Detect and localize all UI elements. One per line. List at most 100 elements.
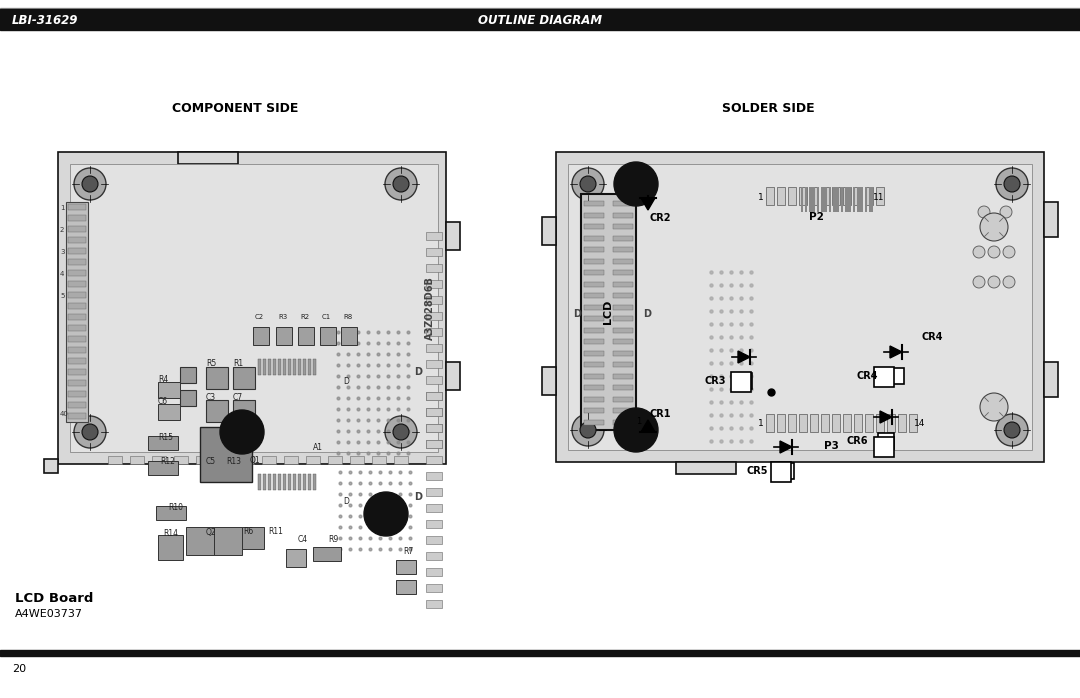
Bar xyxy=(799,187,807,205)
Text: CR2: CR2 xyxy=(650,213,672,223)
Bar xyxy=(283,474,286,490)
Text: R7: R7 xyxy=(403,547,414,556)
Text: SOLDER SIDE: SOLDER SIDE xyxy=(721,101,814,114)
Bar xyxy=(262,456,276,464)
Bar xyxy=(68,237,86,243)
Bar xyxy=(854,414,862,432)
Text: C1: C1 xyxy=(322,314,332,320)
Bar xyxy=(178,152,238,164)
Bar xyxy=(584,316,604,321)
Bar xyxy=(242,527,264,549)
Bar xyxy=(584,258,604,264)
Bar xyxy=(613,362,633,367)
Bar xyxy=(584,396,604,401)
Polygon shape xyxy=(880,411,892,423)
Text: D: D xyxy=(343,498,349,507)
Bar xyxy=(426,280,442,288)
Bar xyxy=(426,456,442,464)
Bar xyxy=(837,187,839,212)
Text: D: D xyxy=(414,367,422,377)
Bar xyxy=(394,456,408,464)
Circle shape xyxy=(572,414,604,446)
Text: 1: 1 xyxy=(636,417,642,426)
Text: CR6: CR6 xyxy=(847,436,868,446)
Circle shape xyxy=(615,408,658,452)
Bar xyxy=(426,408,442,416)
Bar xyxy=(426,248,442,256)
Bar xyxy=(253,327,269,345)
Text: 1: 1 xyxy=(758,193,764,202)
Bar xyxy=(426,568,442,576)
Bar xyxy=(613,212,633,218)
Bar xyxy=(426,536,442,544)
Bar xyxy=(426,440,442,448)
Bar xyxy=(286,549,306,567)
Bar xyxy=(426,504,442,512)
Bar xyxy=(613,224,633,229)
Circle shape xyxy=(1003,246,1015,258)
Bar xyxy=(68,325,86,331)
Bar xyxy=(426,408,442,416)
Circle shape xyxy=(973,276,985,288)
Bar xyxy=(303,474,306,490)
Bar xyxy=(813,187,815,212)
Bar xyxy=(0,650,1080,656)
Bar xyxy=(1044,202,1058,237)
Text: C2: C2 xyxy=(255,314,265,320)
Bar xyxy=(148,436,178,450)
Bar xyxy=(874,367,894,387)
Bar xyxy=(70,164,438,452)
Bar xyxy=(68,226,86,232)
Bar xyxy=(180,390,195,406)
Bar xyxy=(298,327,314,345)
Text: R8: R8 xyxy=(343,314,352,320)
Bar xyxy=(426,376,442,384)
Circle shape xyxy=(384,168,417,200)
Text: R12: R12 xyxy=(160,457,175,466)
Bar xyxy=(68,259,86,265)
Bar xyxy=(306,456,320,464)
Bar xyxy=(298,359,301,375)
Text: P2: P2 xyxy=(809,212,823,222)
Circle shape xyxy=(980,213,1008,241)
Bar xyxy=(584,224,604,229)
Text: 4: 4 xyxy=(60,271,65,277)
Bar xyxy=(777,187,785,205)
Bar xyxy=(887,414,895,432)
Text: 5: 5 xyxy=(60,293,65,299)
Bar xyxy=(278,474,281,490)
Bar xyxy=(778,463,794,479)
Text: Q1: Q1 xyxy=(249,456,260,464)
Bar xyxy=(44,459,58,473)
Circle shape xyxy=(75,168,106,200)
Bar xyxy=(276,327,292,345)
Circle shape xyxy=(393,176,409,192)
Circle shape xyxy=(82,424,98,440)
Bar xyxy=(613,247,633,252)
Text: 14: 14 xyxy=(914,419,926,429)
Bar xyxy=(273,359,276,375)
Bar xyxy=(584,339,604,344)
Bar xyxy=(613,350,633,355)
Circle shape xyxy=(996,414,1028,446)
Text: D: D xyxy=(414,492,422,502)
Bar xyxy=(735,373,752,389)
Bar xyxy=(66,202,87,422)
Bar xyxy=(195,456,210,464)
Bar xyxy=(874,437,894,457)
Bar xyxy=(158,382,180,398)
Polygon shape xyxy=(642,420,654,432)
Text: 20: 20 xyxy=(12,664,26,674)
Bar xyxy=(613,316,633,321)
Circle shape xyxy=(980,393,1008,421)
Text: R13: R13 xyxy=(226,457,241,466)
Bar xyxy=(233,367,255,389)
Circle shape xyxy=(988,276,1000,288)
Bar xyxy=(426,360,442,368)
Text: R14: R14 xyxy=(163,530,178,538)
Bar xyxy=(174,456,188,464)
Bar xyxy=(556,152,1044,462)
Bar xyxy=(613,293,633,298)
Text: 40: 40 xyxy=(60,411,69,417)
Bar xyxy=(584,270,604,275)
